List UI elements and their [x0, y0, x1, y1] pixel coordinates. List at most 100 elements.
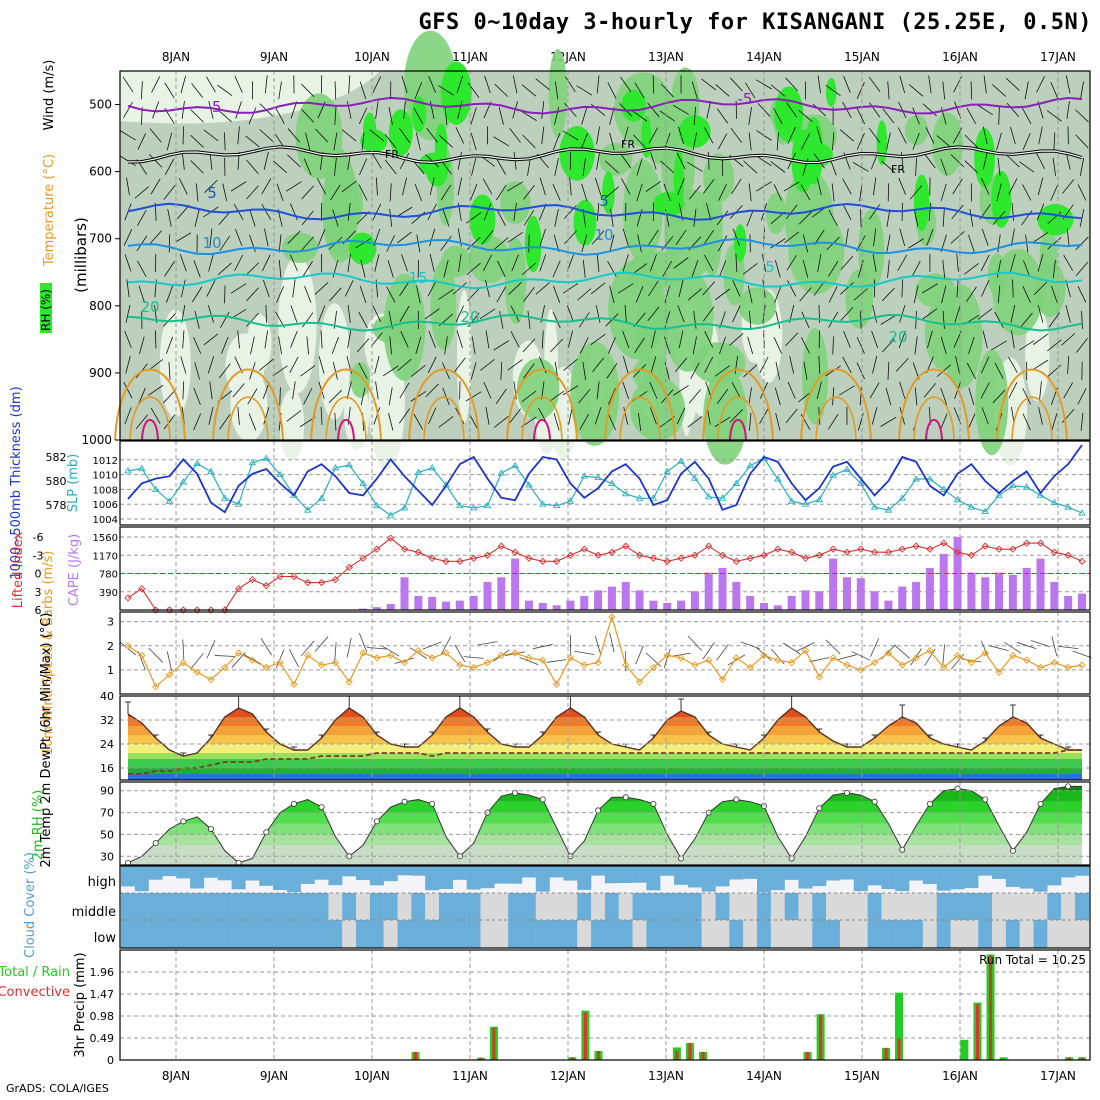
cloud-low-cell: [618, 920, 633, 948]
precip-tick-label: 1.47: [90, 988, 115, 1001]
wind-barb: [1047, 339, 1062, 352]
wind-barb: [607, 336, 616, 354]
wind-barb: [535, 282, 550, 295]
wind10-marker: [152, 683, 160, 691]
wind-barb: [706, 203, 712, 221]
wind-barb: [375, 381, 379, 400]
cloud-high-cell: [466, 866, 481, 890]
slp-marker: [469, 504, 478, 511]
rh-saturated-patch: [653, 191, 685, 217]
wind10-marker: [760, 651, 768, 660]
wind-barb: [1022, 184, 1032, 201]
wind-barb: [748, 132, 752, 151]
wind-barb: [604, 186, 620, 199]
wind10-marker: [221, 663, 229, 672]
wind-barb: [289, 254, 298, 272]
lifted-index-marker: [912, 542, 920, 550]
wind-barb: [513, 202, 517, 221]
wind-barb: [483, 381, 492, 399]
cloud-middle-cell: [231, 893, 246, 920]
wind-barb: [747, 285, 753, 304]
wind-barb: [399, 152, 410, 169]
rh2m-tick-label: 30: [100, 850, 114, 863]
slp-marker: [912, 475, 920, 482]
cloud-high-cell: [1061, 866, 1076, 878]
cloud-high-cell: [577, 866, 592, 890]
cloud-middle-cell: [757, 893, 771, 920]
wind-barb: [163, 313, 176, 327]
wind-barb: [569, 177, 572, 196]
wind-barb: [388, 107, 393, 125]
wind-barb: [470, 362, 477, 380]
wind-barb: [853, 288, 868, 301]
wind-barb: [566, 305, 574, 323]
wind-barb: [776, 132, 779, 151]
wind10-barb: [609, 632, 615, 653]
wind-barb: [899, 381, 906, 400]
cloud-low-cell: [798, 920, 813, 948]
wind10-marker: [926, 646, 934, 655]
wind-barb: [942, 310, 945, 329]
cloud-low-cell: [1047, 920, 1062, 948]
cloud-high-cell: [231, 866, 246, 890]
wind-barb: [466, 262, 481, 275]
wind-barb: [276, 183, 284, 202]
wind-barb: [369, 129, 385, 142]
cape-bar: [538, 602, 547, 610]
wind-barb: [247, 388, 258, 405]
wind-barb: [347, 330, 352, 349]
cloud-low-cell: [770, 920, 785, 948]
wind-barb: [341, 129, 357, 142]
wind10-barb: [381, 645, 400, 657]
cloud-middle-cell: [300, 893, 315, 920]
wind-barb: [496, 158, 507, 175]
wind-barb: [413, 413, 424, 430]
cloud-low-cell: [411, 920, 426, 948]
cloud-high-cell: [314, 866, 329, 880]
wind-barb: [715, 365, 731, 377]
rh-saturated-patch: [991, 170, 1012, 228]
wind-barb: [399, 305, 410, 322]
cloud-high-cell: [812, 866, 827, 887]
cloud-middle-cell: [328, 893, 343, 920]
wind-barb: [278, 336, 282, 355]
wind-barb: [126, 177, 130, 196]
wind-barb: [565, 76, 576, 93]
wind-barb: [673, 257, 689, 269]
wind-barb: [1037, 177, 1044, 196]
precip-convective-bar: [688, 1042, 692, 1060]
wind-barb: [203, 333, 219, 346]
precip-convective-bar: [479, 1057, 483, 1060]
rh-moist-patch: [703, 368, 748, 465]
wind-barb: [152, 101, 160, 119]
cape-bar: [594, 590, 603, 610]
wind-barb: [541, 330, 544, 349]
lifted-index-marker: [580, 545, 588, 553]
wind10-marker: [608, 613, 616, 621]
cloud-low-cell: [535, 920, 550, 948]
cloud-low-cell: [1019, 920, 1034, 948]
wind10-marker: [262, 663, 270, 672]
wind-barb: [191, 83, 204, 98]
wind-barb: [194, 311, 200, 329]
wind-barb: [287, 128, 301, 143]
lifted-index-marker: [635, 551, 644, 559]
wind-barb: [413, 107, 423, 125]
wind-barb: [541, 100, 545, 119]
wind-barb: [358, 184, 368, 201]
wind-barb: [1037, 305, 1044, 323]
wind-barb: [774, 285, 782, 303]
cloud-middle-cell: [729, 893, 744, 920]
cloud-middle-cell: [701, 893, 716, 920]
wind-barb: [512, 75, 518, 94]
cloud-high-cell: [604, 866, 619, 884]
wind-barb: [334, 106, 337, 125]
wind-barb: [702, 281, 715, 296]
rh-saturated-patch: [418, 152, 450, 176]
wind-barb: [887, 361, 890, 380]
wind10-barb: [1072, 650, 1092, 659]
cloud-low-cell: [148, 920, 163, 948]
rh2m-tick-label: 90: [100, 785, 114, 798]
wind10-marker: [912, 654, 920, 662]
cloud-middle-cell: [798, 893, 813, 920]
